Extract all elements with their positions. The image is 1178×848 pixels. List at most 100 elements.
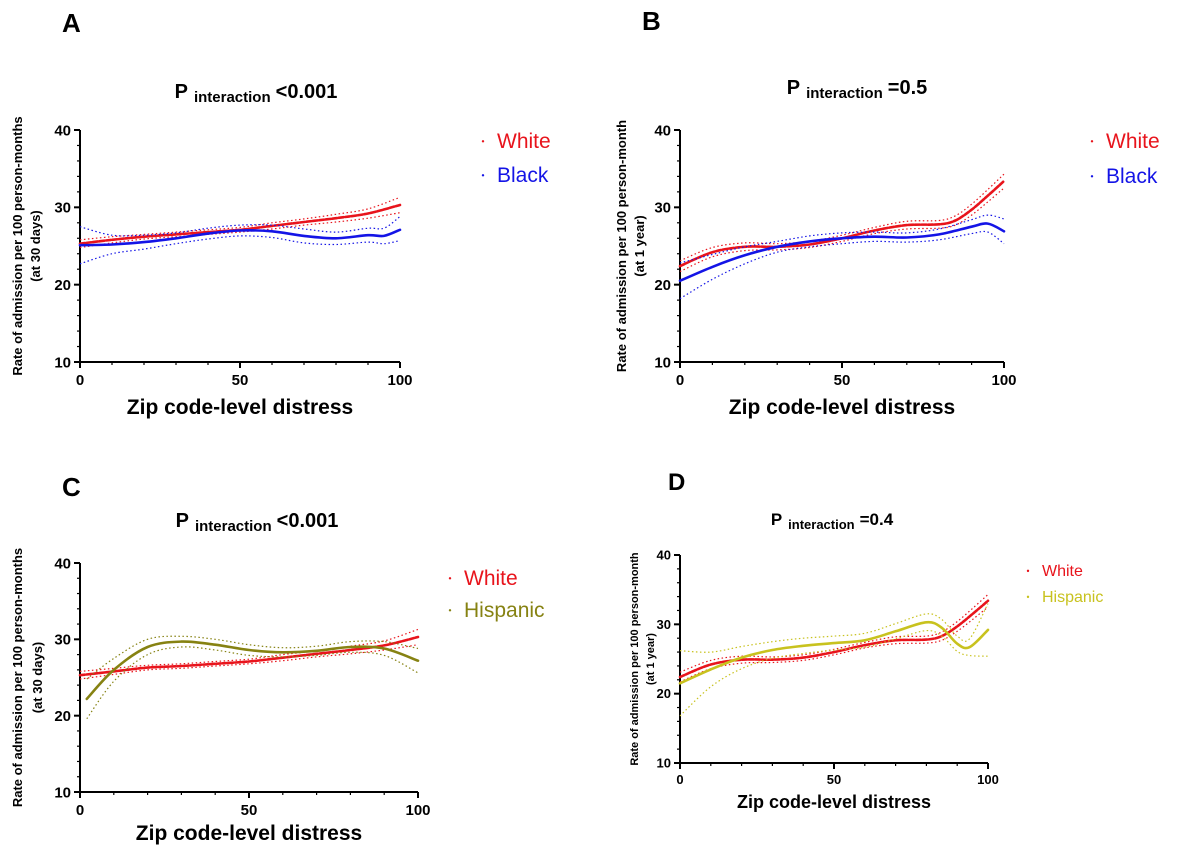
- panel-b-xlabel: Zip code-level distress: [729, 396, 955, 419]
- panel-d-title-sub: interaction: [788, 517, 855, 532]
- panel-a-ytick-label: 40: [54, 122, 71, 139]
- panel-d-legend-marker: [1026, 569, 1030, 573]
- panel-b-series-black: [678, 214, 1006, 300]
- panel-a-xlabel: Zip code-level distress: [127, 396, 353, 419]
- panel-c-legend-white: White: [464, 567, 518, 590]
- panel-d-legend-marker: [1026, 595, 1030, 599]
- panel-c-ytick-label: 10: [54, 784, 71, 801]
- panel-a-legend-black: Black: [497, 164, 549, 187]
- panel-b-xtick-label: 50: [834, 372, 851, 389]
- panel-d-ylabel-2: (at 1 year): [645, 633, 657, 685]
- panel-d-series-white-ci-lower: [679, 606, 989, 683]
- panel-d-letter: D: [668, 469, 685, 496]
- panel-b-ytick-label: 20: [654, 277, 671, 294]
- panel-a-title-value: <0.001: [276, 81, 338, 103]
- panel-b-series-black-ci-lower: [679, 230, 1005, 300]
- panel-d-ytick-label: 10: [657, 756, 671, 771]
- panel-c-series-hispanic-line: [85, 640, 420, 701]
- panel-b-legend-white: White: [1106, 130, 1160, 153]
- panel-d-series-hispanic: [678, 603, 990, 717]
- panel-b: B P interaction =0.5 10 20 30 40 0 50 100 Zip code-…: [614, 6, 1160, 419]
- panel-d-ytick-label: 40: [657, 548, 671, 563]
- panel-c-ytick-label: 30: [54, 632, 71, 649]
- panel-a-series-black-ci-upper: [79, 216, 401, 237]
- panel-d-series-white: [678, 594, 990, 683]
- panel-a-ytick-label: 30: [54, 200, 71, 217]
- panel-b-legend-black: Black: [1106, 165, 1158, 188]
- panel-c-legend-marker: [448, 609, 452, 612]
- panel-b-series-white-ci-lower: [679, 187, 1005, 273]
- panel-b-letter: B: [642, 6, 661, 36]
- panel-a-series-white: [78, 196, 402, 249]
- panel-d-legend-white: White: [1042, 563, 1083, 580]
- panel-b-ylabel: Rate of admission per 100 person-month: [614, 120, 629, 372]
- panel-d-title-p: P: [771, 510, 782, 529]
- panel-c: C P interaction <0.001 10 20 30 40 0 50 100 Zip cod…: [10, 472, 545, 845]
- panel-c-series-hispanic: [85, 635, 420, 720]
- panel-a-title-p: P: [175, 81, 188, 103]
- panel-d-xtick-label: 50: [827, 772, 841, 787]
- panel-c-series-white: [78, 628, 420, 680]
- panel-d-legend-hispanic: Hispanic: [1042, 589, 1103, 606]
- panel-a-series-black-line: [78, 228, 402, 247]
- panel-a-xtick-label: 100: [387, 372, 412, 389]
- panel-c-ytick-label: 40: [54, 555, 71, 572]
- panel-c-xtick-label: 100: [405, 802, 430, 819]
- panel-b-series-black-line: [678, 222, 1006, 283]
- panel-c-letter: C: [62, 472, 81, 502]
- panel-b-ytick-label: 30: [654, 200, 671, 217]
- panel-d-xtick-label: 0: [676, 772, 683, 787]
- panel-a-xtick-label: 0: [76, 372, 84, 389]
- panel-b-title-sub: interaction: [806, 85, 883, 102]
- panel-a-series-white-ci-upper: [79, 196, 401, 241]
- panel-a-legend-white: White: [497, 130, 551, 153]
- panel-d-ylabel: Rate of admission per 100 person-month: [629, 552, 641, 766]
- panel-c-ylabel: Rate of admission per 100 person-months: [10, 548, 25, 807]
- panel-c-title-value: <0.001: [277, 510, 339, 532]
- panel-d-ytick-label: 30: [657, 617, 671, 632]
- panel-c-series-hispanic-ci-lower: [86, 646, 419, 720]
- panel-a-title-sub: interaction: [194, 89, 271, 106]
- panel-d-ytick-label: 20: [657, 686, 671, 701]
- panel-a-legend-marker: [481, 174, 485, 177]
- panel-d-xlabel: Zip code-level distress: [737, 792, 931, 812]
- panel-b-ytick-label: 10: [654, 354, 671, 371]
- panel-c-series-hispanic-ci-upper: [86, 635, 419, 680]
- panel-b-series-white: [678, 173, 1006, 273]
- panel-c-legend-marker: [448, 577, 452, 580]
- panel-a-legend-marker: [481, 140, 485, 143]
- panel-a-ytick-label: 20: [54, 277, 71, 294]
- panel-b-ylabel-2: (at 1 year): [632, 215, 647, 276]
- panel-b-title-value: =0.5: [888, 77, 927, 99]
- panel-d-series-white-ci-upper: [679, 594, 989, 673]
- panel-b-ytick-label: 40: [654, 122, 671, 139]
- panel-a: A P interaction <0.001 10 20 30 40 0 50 100 Zip cod…: [10, 8, 551, 419]
- panel-c-xtick-label: 50: [241, 802, 258, 819]
- panel-d: D P interaction =0.4 10 20 30 40 0 50 100 Zip code-…: [629, 469, 1103, 812]
- panel-a-series-black-ci-lower: [79, 235, 401, 265]
- panel-c-title-p: P: [176, 510, 189, 532]
- panel-b-legend-marker: [1090, 175, 1094, 178]
- panel-c-xtick-label: 0: [76, 802, 84, 819]
- panel-c-title-sub: interaction: [195, 518, 272, 535]
- panel-c-series-white-ci-upper: [79, 628, 419, 672]
- panel-c-ylabel-2: (at 30 days): [30, 642, 45, 714]
- panel-b-series-black-ci-upper: [679, 214, 1005, 264]
- panel-d-xtick-label: 100: [977, 772, 999, 787]
- panel-a-series-black: [78, 216, 402, 265]
- panel-a-ylabel-2: (at 30 days): [28, 210, 43, 282]
- panel-a-ylabel: Rate of admission per 100 person-months: [10, 116, 25, 375]
- panel-c-xlabel: Zip code-level distress: [136, 822, 362, 845]
- panel-b-title-p: P: [787, 77, 800, 99]
- panel-b-xtick-label: 100: [991, 372, 1016, 389]
- panel-b-series-white-ci-upper: [679, 173, 1005, 262]
- panel-a-ytick-label: 10: [54, 354, 71, 371]
- panel-a-series-white-ci-lower: [79, 212, 401, 249]
- panel-b-xtick-label: 0: [676, 372, 684, 389]
- panel-d-title-value: =0.4: [860, 510, 894, 529]
